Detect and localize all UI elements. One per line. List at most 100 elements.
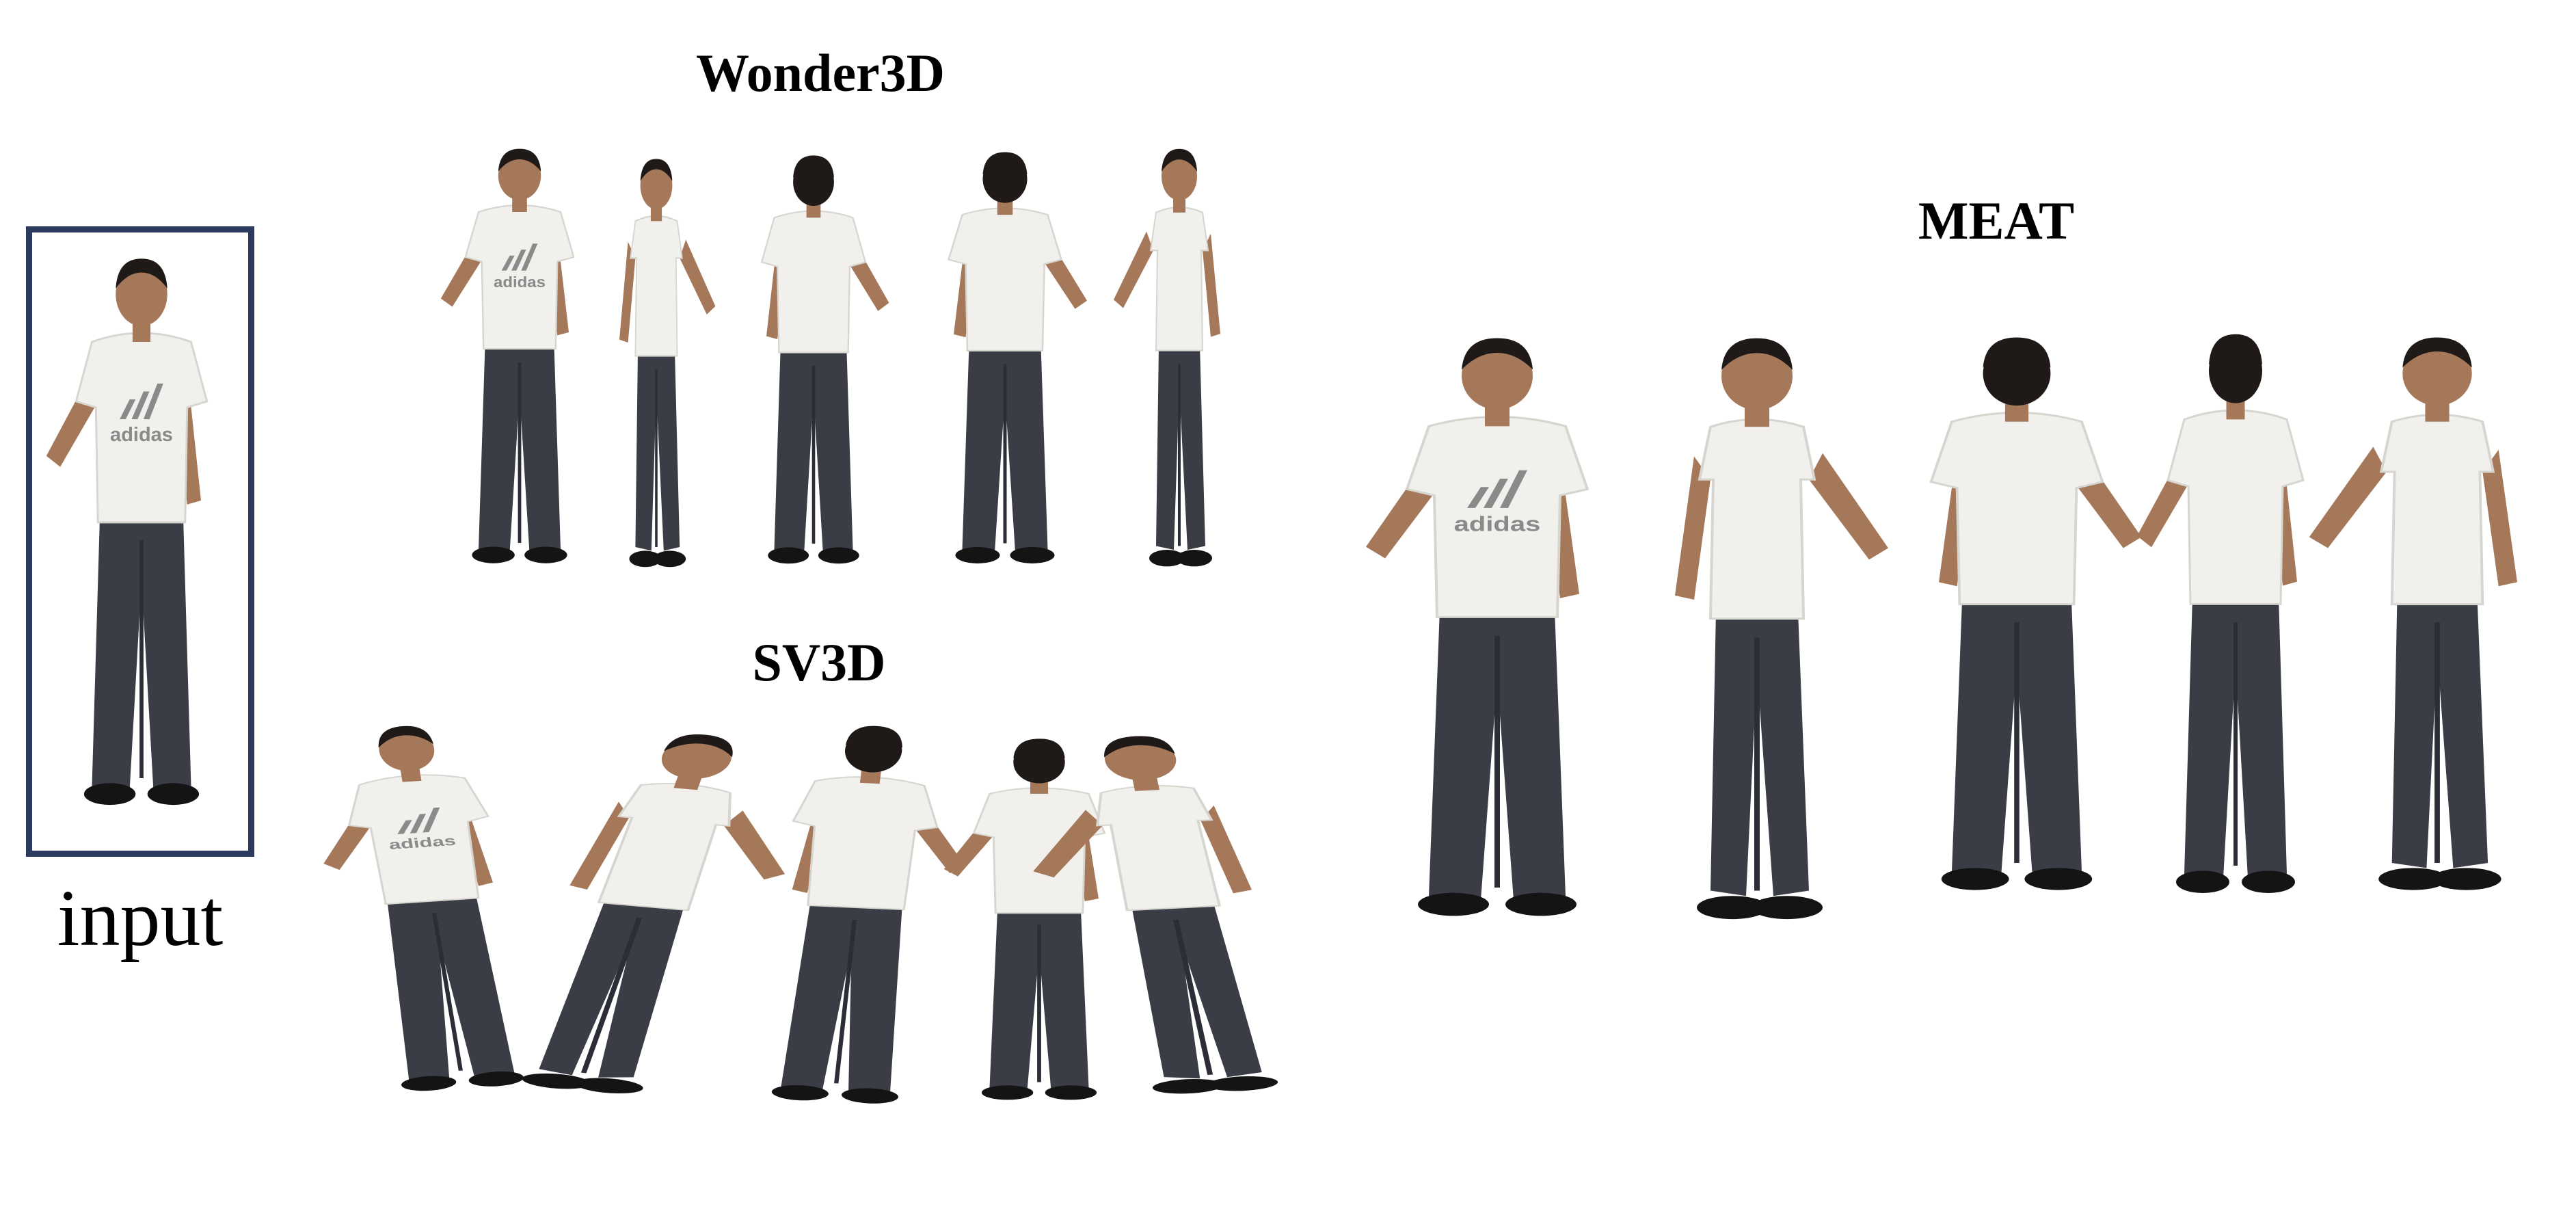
arm xyxy=(1809,453,1888,560)
hair xyxy=(1162,148,1197,172)
shoe xyxy=(1418,892,1489,916)
meat-label: MEAT xyxy=(1918,191,2075,250)
figure-wonder3d-back xyxy=(760,155,889,564)
shoe xyxy=(468,1071,524,1087)
shoe xyxy=(818,547,859,564)
hair xyxy=(1462,338,1533,370)
shoe xyxy=(841,1088,899,1104)
shirt xyxy=(1698,418,1816,620)
figure-meat-side-left xyxy=(2309,337,2517,890)
shoe xyxy=(2378,868,2448,890)
pants xyxy=(1710,611,1809,896)
shirt-logo-icon xyxy=(120,383,163,420)
sv3d-label: SV3D xyxy=(752,633,886,692)
pants xyxy=(479,343,561,553)
shoe xyxy=(2242,870,2295,894)
shirt-logo-icon xyxy=(1467,470,1527,508)
shoe xyxy=(768,547,809,564)
head xyxy=(1162,152,1197,201)
figure-wonder3d-side-left xyxy=(619,159,716,568)
shirt xyxy=(972,787,1106,914)
shirt-logo-icon xyxy=(501,243,538,271)
figure-wonder3d-back xyxy=(947,152,1087,563)
hair xyxy=(793,155,834,178)
shirt xyxy=(1149,207,1209,351)
shoe xyxy=(2432,868,2501,890)
head xyxy=(1105,738,1177,781)
arm xyxy=(1675,456,1710,600)
figure-sv3d-side-right xyxy=(522,734,786,1094)
pants xyxy=(92,515,191,790)
arm xyxy=(1200,805,1252,894)
hair xyxy=(116,258,167,289)
shirt xyxy=(792,776,939,911)
head xyxy=(1721,342,1793,410)
shoe xyxy=(1177,550,1212,567)
figure-input-front: adidas xyxy=(46,258,209,806)
hair xyxy=(1104,736,1175,758)
shoe xyxy=(524,546,567,563)
shoe xyxy=(654,550,686,568)
shoe xyxy=(1752,896,1823,920)
figure-wonder3d-front: adidas xyxy=(440,148,575,563)
arm xyxy=(723,810,786,880)
pants xyxy=(781,901,902,1093)
figure-sv3d-side-left xyxy=(1033,736,1278,1094)
hair xyxy=(664,734,733,758)
arm xyxy=(2482,449,2517,587)
hair xyxy=(845,726,902,748)
figure-sv3d-front: adidas xyxy=(323,726,524,1091)
shoe xyxy=(1697,896,1768,920)
pants xyxy=(1156,345,1205,550)
hair xyxy=(1983,337,2051,368)
head xyxy=(661,736,732,779)
shirt xyxy=(597,782,732,911)
arm xyxy=(2309,447,2387,548)
hair xyxy=(982,152,1028,175)
pants xyxy=(1952,597,2082,875)
figure-meat-front: adidas xyxy=(1366,338,1589,916)
shoe xyxy=(629,550,662,568)
shoe xyxy=(522,1073,591,1089)
shoe xyxy=(574,1078,643,1094)
pants xyxy=(2184,596,2287,878)
figure-wonder3d-side-right xyxy=(1114,148,1220,567)
shirt-text: adidas xyxy=(1454,512,1541,535)
shirt xyxy=(1929,412,2104,606)
arm xyxy=(619,241,636,343)
figure-sv3d-back xyxy=(943,738,1106,1100)
shirt xyxy=(630,215,683,357)
shoe xyxy=(955,546,1000,563)
hair xyxy=(2402,337,2472,368)
pants xyxy=(962,345,1048,553)
arm xyxy=(680,239,716,315)
shirt xyxy=(75,332,209,524)
shoe xyxy=(1045,1085,1097,1100)
head xyxy=(1983,341,2051,406)
shoe xyxy=(83,783,136,806)
shirt xyxy=(1405,416,1589,618)
pants xyxy=(539,898,685,1078)
head xyxy=(116,263,167,326)
hair xyxy=(1721,338,1793,370)
shirt xyxy=(760,210,867,354)
shoe xyxy=(981,1085,1034,1100)
head xyxy=(1013,741,1065,784)
shirt xyxy=(947,207,1063,351)
figure-meat-side-right xyxy=(1675,338,1888,920)
shoe xyxy=(771,1085,829,1101)
shoe xyxy=(1505,892,1577,916)
shoe xyxy=(1010,546,1055,563)
arm xyxy=(1114,231,1153,308)
shoe xyxy=(1152,1078,1224,1094)
pants xyxy=(774,347,853,553)
shirt xyxy=(2166,409,2305,605)
head xyxy=(845,728,902,773)
shirt-text: adidas xyxy=(110,424,173,446)
shoe xyxy=(401,1076,457,1091)
wonder3d-label: Wonder3D xyxy=(695,43,945,103)
pants xyxy=(635,350,680,551)
shirt xyxy=(2379,413,2495,606)
figure-meat-back xyxy=(1929,337,2142,890)
shoe xyxy=(1149,550,1185,567)
